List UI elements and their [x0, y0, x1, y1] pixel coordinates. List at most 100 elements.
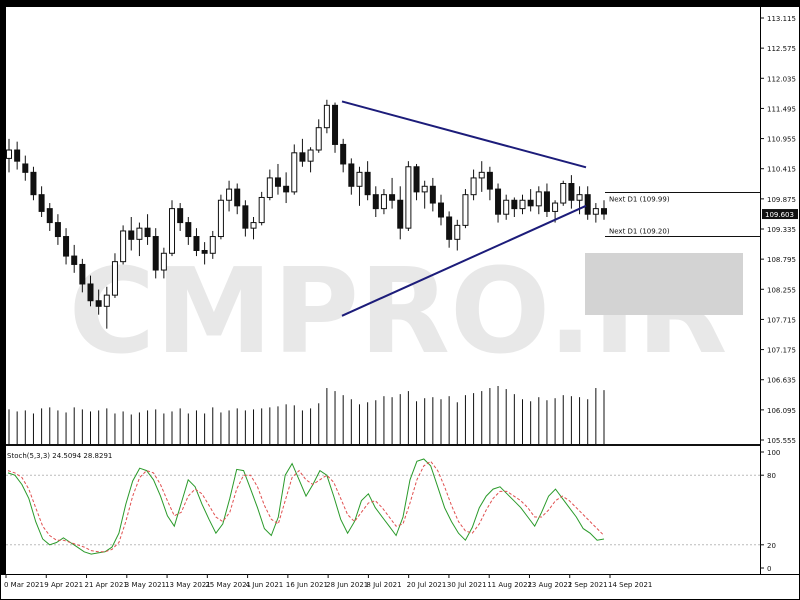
- time-tick-label: 21 Apr 2021: [85, 581, 128, 589]
- candle-body: [217, 199, 224, 238]
- stoch-signal-line: [7, 460, 605, 553]
- candle-body: [397, 199, 404, 229]
- time-tick-label: 14 Sep 2021: [608, 581, 652, 589]
- candle-body: [242, 205, 249, 229]
- stoch-panel: [6, 446, 760, 574]
- candle-body: [372, 194, 379, 210]
- candle-body: [332, 104, 339, 145]
- candle-body: [103, 294, 110, 307]
- candle-body: [38, 194, 45, 212]
- candle-body: [6, 149, 12, 159]
- candle-body: [266, 177, 273, 198]
- next-d1-label: Next D1 (109.20): [609, 228, 670, 236]
- price-tick-label: 110.955: [767, 136, 796, 144]
- grey-zone-rectangle: [585, 253, 743, 315]
- price-tick-label: 108.795: [767, 256, 796, 264]
- candle-body: [519, 199, 526, 210]
- candle-body: [560, 183, 567, 204]
- candle-body: [429, 185, 436, 204]
- stoch-title: Stoch(5,3,3) 24.5094 28.8291: [7, 452, 112, 460]
- candle-body: [14, 149, 21, 162]
- candle-body: [136, 227, 143, 240]
- time-tick-label: 0 Mar 2021: [4, 581, 44, 589]
- price-tick-label: 108.255: [767, 286, 796, 294]
- price-tick-label: 107.715: [767, 316, 796, 324]
- price-tick-label: 109.875: [767, 196, 796, 204]
- time-axis-panel: [1, 575, 799, 599]
- candle-body: [592, 208, 599, 215]
- candle-body: [79, 263, 86, 285]
- time-tick-label: 20 Jul 2021: [407, 581, 447, 589]
- candle-body: [462, 194, 469, 226]
- candle-body: [177, 208, 184, 224]
- candle-body: [437, 202, 444, 218]
- candle-body: [291, 152, 298, 193]
- candle-body: [283, 185, 290, 193]
- time-tick-label: 25 May 2021: [205, 581, 251, 589]
- candle-body: [201, 249, 208, 254]
- candle-body: [495, 188, 502, 215]
- candle-body: [421, 185, 428, 193]
- candle-body: [274, 177, 281, 187]
- candle-body: [543, 191, 550, 212]
- candle-body: [120, 230, 127, 263]
- price-tick-label: 107.175: [767, 347, 796, 355]
- price-tick-label: 110.415: [767, 166, 796, 174]
- next-d1-label: Next D1 (109.99): [609, 195, 670, 203]
- current-price-label: 109.603: [765, 211, 794, 219]
- stoch-tick-label: 80: [767, 472, 776, 480]
- candle-body: [389, 194, 396, 201]
- candle-body: [185, 222, 192, 238]
- candle-body: [193, 236, 200, 251]
- time-tick-label: 28 Jun 2021: [326, 581, 368, 589]
- stoch-tick-label: 0: [767, 565, 771, 573]
- price-tick-label: 109.335: [767, 226, 796, 234]
- price-tick-label: 106.095: [767, 407, 796, 415]
- candle-body: [503, 199, 510, 215]
- candle-body: [95, 300, 102, 307]
- candle-body: [340, 143, 347, 165]
- candle-body: [568, 183, 575, 201]
- candle-body: [46, 208, 53, 224]
- candle-body: [299, 152, 306, 162]
- candle-body: [160, 252, 167, 271]
- candle-body: [234, 188, 241, 207]
- candle-body: [446, 216, 453, 240]
- candle-body: [535, 191, 542, 207]
- candle-body: [454, 224, 461, 240]
- candle-body: [315, 127, 322, 151]
- time-tick-label: 3 May 2021: [125, 581, 166, 589]
- candle-body: [169, 208, 176, 254]
- candle-body: [584, 194, 591, 215]
- candle-body: [478, 171, 485, 179]
- time-tick-label: 4 Jun 2021: [246, 581, 284, 589]
- time-tick-label: 16 Jun 2021: [286, 581, 328, 589]
- candle-body: [71, 255, 78, 265]
- candle-body: [128, 230, 135, 240]
- candle-body: [250, 222, 257, 229]
- candle-body: [470, 177, 477, 196]
- candle-body: [511, 199, 518, 210]
- candle-body: [54, 222, 61, 238]
- triangle-lower-line: [341, 204, 587, 317]
- time-tick-label: 13 May 2021: [165, 581, 211, 589]
- candle-body: [87, 283, 94, 302]
- price-tick-label: 111.495: [767, 105, 796, 113]
- price-axis-panel: [761, 7, 799, 574]
- candle-body: [258, 196, 265, 224]
- candle-body: [413, 166, 420, 193]
- candle-body: [405, 166, 412, 229]
- candle-body: [152, 236, 159, 271]
- candle-body: [307, 149, 314, 162]
- candle-body: [22, 163, 29, 173]
- candle-body: [486, 171, 493, 190]
- candle-body: [380, 194, 387, 210]
- candle-body: [576, 194, 583, 201]
- candle-body: [111, 261, 118, 296]
- time-tick-label: 30 Jul 2021: [447, 581, 487, 589]
- price-tick-label: 113.115: [767, 15, 796, 23]
- stoch-tick-label: 20: [767, 542, 776, 550]
- candle-body: [552, 202, 559, 212]
